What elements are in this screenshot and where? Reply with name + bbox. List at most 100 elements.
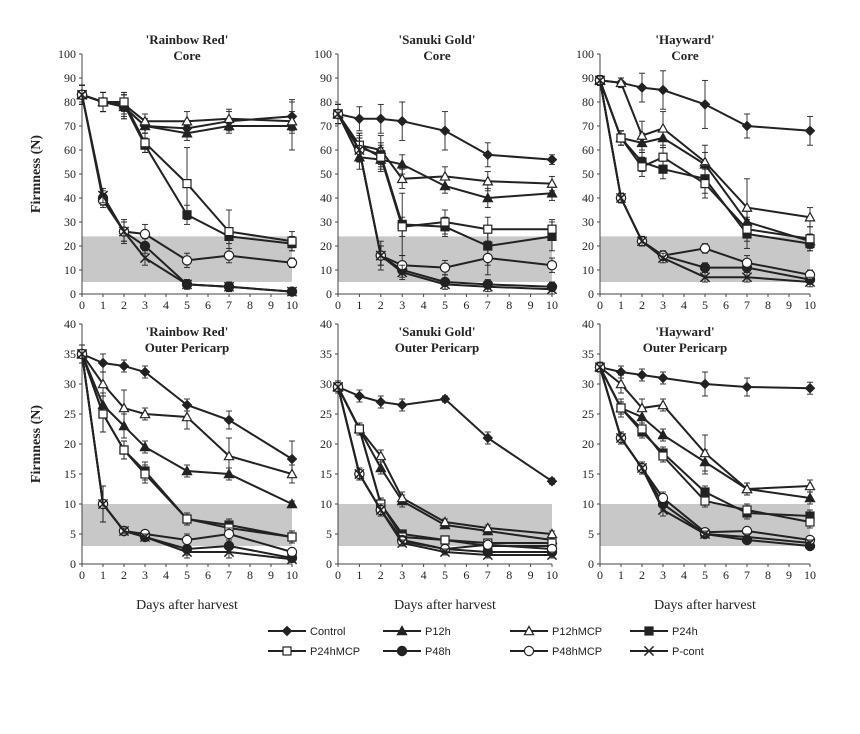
data-point bbox=[546, 284, 558, 295]
y-tick-label: 90 bbox=[320, 71, 332, 85]
y-tick-label: 40 bbox=[320, 191, 332, 205]
x-tick-label: 0 bbox=[597, 298, 603, 312]
data-point bbox=[440, 217, 450, 227]
data-point bbox=[658, 152, 668, 162]
data-point bbox=[97, 378, 109, 389]
data-point bbox=[482, 252, 493, 264]
x-tick-label: 4 bbox=[163, 298, 169, 312]
y-tick-label: 5 bbox=[70, 527, 76, 541]
x-tick-label: 9 bbox=[528, 298, 534, 312]
x-tick-label: 7 bbox=[744, 568, 750, 582]
x-tick-label: 4 bbox=[681, 298, 687, 312]
x-tick-label: 2 bbox=[639, 568, 645, 582]
legend-label: Control bbox=[310, 626, 345, 638]
y-tick-label: 50 bbox=[64, 167, 76, 181]
data-point bbox=[636, 462, 648, 474]
data-point bbox=[181, 411, 193, 422]
legend-item: P48hMCP bbox=[510, 645, 602, 658]
y-tick-label: 70 bbox=[64, 119, 76, 133]
legend-label: P48hMCP bbox=[552, 646, 602, 658]
x-tick-label: 7 bbox=[226, 568, 232, 582]
series-P-cont bbox=[332, 103, 558, 295]
x-tick-label: 1 bbox=[100, 568, 106, 582]
x-tick-label: 8 bbox=[506, 568, 512, 582]
data-point bbox=[439, 279, 451, 290]
data-point bbox=[482, 192, 494, 203]
x-tick-label: 3 bbox=[142, 298, 148, 312]
panel-5: 0 5 10 15 20 25 30 35 40 0 1 2 3 4 5 6 7 8 9 10 'Sanuki Gold… bbox=[320, 317, 558, 613]
data-point bbox=[657, 122, 669, 133]
panel-title: 'Hayward' bbox=[655, 32, 714, 47]
data-point bbox=[741, 201, 753, 212]
data-point bbox=[181, 546, 193, 558]
data-point bbox=[140, 469, 150, 479]
data-point bbox=[547, 224, 557, 234]
x-tick-label: 0 bbox=[79, 298, 85, 312]
data-point bbox=[97, 357, 109, 369]
y-tick-label: 60 bbox=[64, 143, 76, 157]
data-point bbox=[118, 402, 130, 413]
data-point bbox=[657, 372, 669, 384]
y-tick-label: 30 bbox=[582, 215, 594, 229]
x-tick-label: 10 bbox=[546, 568, 558, 582]
data-point bbox=[332, 381, 344, 393]
y-tick-label: 10 bbox=[582, 263, 594, 277]
series-P-cont bbox=[76, 84, 298, 297]
y-tick-label: 10 bbox=[320, 263, 332, 277]
data-point bbox=[354, 424, 364, 434]
x-tick-label: 6 bbox=[463, 298, 469, 312]
data-point bbox=[699, 99, 711, 110]
legend-item: P24h bbox=[630, 626, 698, 638]
y-tick-label: 0 bbox=[70, 557, 76, 571]
data-point bbox=[375, 504, 386, 516]
legend-label: P24hMCP bbox=[310, 646, 360, 658]
data-point bbox=[223, 450, 235, 461]
data-point bbox=[657, 84, 669, 96]
data-point bbox=[98, 409, 108, 419]
x-tick-label: 5 bbox=[442, 298, 448, 312]
y-tick-label: 10 bbox=[64, 497, 76, 511]
data-point bbox=[396, 172, 408, 184]
panel-6: 0 5 10 15 20 25 30 35 40 0 1 2 3 4 5 6 7 8 9 10 'Hayward'Out… bbox=[582, 317, 816, 613]
series-P24hMCP bbox=[77, 84, 297, 254]
data-point bbox=[375, 113, 387, 125]
data-point bbox=[397, 222, 407, 232]
data-point bbox=[636, 369, 648, 381]
x-tick-label: 0 bbox=[79, 568, 85, 582]
y-tick-label: 30 bbox=[64, 377, 76, 391]
data-point bbox=[286, 468, 298, 479]
legend-label: P-cont bbox=[672, 646, 704, 658]
y-tick-label: 20 bbox=[582, 437, 594, 451]
data-point bbox=[616, 403, 626, 413]
x-tick-label: 9 bbox=[268, 568, 274, 582]
data-point bbox=[741, 531, 753, 543]
data-point bbox=[741, 381, 753, 393]
y-tick-label: 10 bbox=[582, 497, 594, 511]
data-point bbox=[546, 177, 558, 188]
data-point bbox=[182, 179, 192, 189]
data-point bbox=[439, 546, 451, 558]
data-point bbox=[594, 75, 606, 86]
x-tick-label: 8 bbox=[765, 568, 771, 582]
data-point bbox=[804, 276, 816, 288]
data-point bbox=[804, 492, 816, 503]
y-tick-label: 80 bbox=[64, 95, 76, 109]
panel-subtitle: Core bbox=[671, 48, 698, 63]
y-tick-label: 0 bbox=[588, 557, 594, 571]
data-point bbox=[804, 382, 816, 394]
data-point bbox=[375, 450, 387, 461]
data-point bbox=[139, 441, 151, 452]
series-P-cont bbox=[332, 380, 558, 561]
legend-marker bbox=[282, 646, 292, 656]
legend-marker bbox=[644, 626, 654, 636]
y-tick-label: 40 bbox=[64, 191, 76, 205]
x-tick-label: 8 bbox=[765, 298, 771, 312]
x-tick-label: 3 bbox=[660, 298, 666, 312]
x-tick-label: 3 bbox=[660, 568, 666, 582]
data-point bbox=[482, 149, 494, 161]
y-tick-label: 80 bbox=[582, 95, 594, 109]
x-tick-label: 5 bbox=[184, 568, 190, 582]
data-point bbox=[375, 396, 387, 408]
data-point bbox=[98, 97, 108, 107]
